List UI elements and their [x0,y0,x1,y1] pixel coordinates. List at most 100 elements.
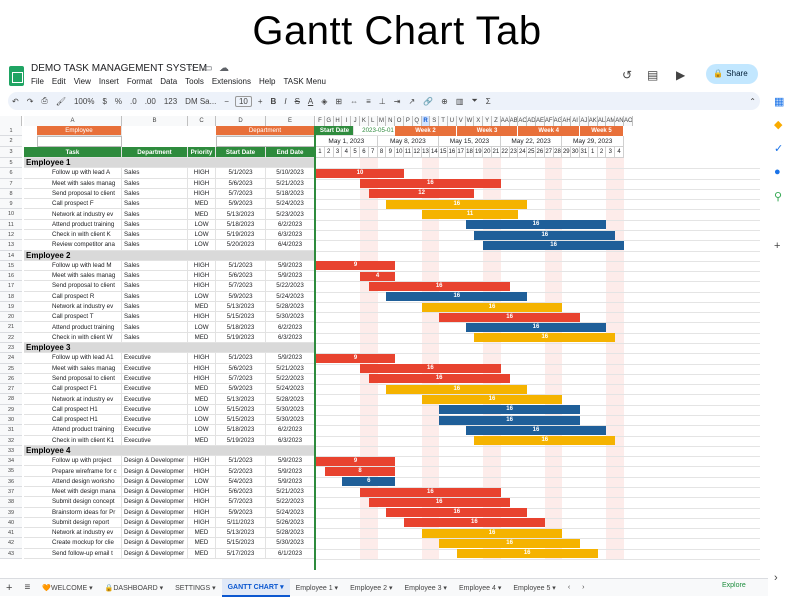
start-date-cell[interactable]: 5/13/2023 [216,301,266,313]
task-cell[interactable]: Call prospect H1 [24,415,122,426]
gantt-bar[interactable]: 16 [439,312,580,322]
priority-cell[interactable]: HIGH [188,353,216,364]
column-header-x[interactable]: X [474,116,484,126]
gantt-bar[interactable]: 10 [316,168,404,178]
task-cell[interactable]: Check in with client K1 [24,435,122,446]
row-header[interactable]: 40 [0,517,22,529]
task-cell[interactable]: Call prospect T [24,312,122,323]
row-header[interactable]: 10 [0,209,22,220]
row-header[interactable]: 42 [0,538,22,549]
task-cell[interactable]: Network at industry ev [24,528,122,539]
scroll-left-icon[interactable]: ‹ [567,584,571,591]
sheet-tab-employee-3[interactable]: Employee 3 ▾ [404,584,447,592]
priority-col-header[interactable]: Priority [188,147,216,158]
end-date-cell[interactable]: 6/3/2023 [266,332,315,344]
merge-icon[interactable]: ⇔ [350,96,359,106]
end-date-cell[interactable]: 5/22/2023 [266,281,315,292]
task-cell[interactable]: Network at industry ev [24,301,122,313]
contacts-icon[interactable]: ● [774,166,781,178]
column-header-ah[interactable]: AH [562,116,572,126]
task-cell[interactable]: Call prospect F [24,199,122,210]
functions-icon[interactable]: Σ [485,96,491,106]
start-date-cell[interactable]: 5/6/2023 [216,486,266,498]
task-cell[interactable]: Attend design worksho [24,476,122,487]
column-header-q[interactable]: Q [412,116,422,126]
comment-add-icon[interactable]: ⊕ [441,96,448,106]
department-cell[interactable]: Design & Developmer [122,466,188,477]
department-cell[interactable]: Sales [122,312,188,323]
start-date-cell[interactable]: 5/9/2023 [216,199,266,210]
priority-cell[interactable]: LOW [188,415,216,426]
column-header-an[interactable]: AN [615,116,624,126]
column-header-ao[interactable]: AO [624,116,633,126]
increase-decimal-button[interactable]: .00 [144,96,156,106]
department-cell[interactable]: Sales [122,199,188,210]
gantt-bar[interactable]: 16 [456,549,598,559]
priority-cell[interactable]: HIGH [188,517,216,529]
row-header[interactable]: 3 [0,147,22,158]
gantt-bar[interactable]: 16 [386,292,528,302]
end-date-cell[interactable]: 5/26/2023 [266,517,315,529]
priority-cell[interactable]: HIGH [188,507,216,518]
start-date-cell[interactable]: 5/7/2023 [216,188,266,200]
department-cell[interactable]: Sales [122,219,188,230]
add-addon-icon[interactable]: + [774,240,781,252]
end-date-cell[interactable]: 5/24/2023 [266,384,315,395]
gantt-bar[interactable]: 16 [465,220,607,230]
priority-cell[interactable]: MED [188,384,216,395]
task-cell[interactable]: Network at industry ev [24,394,122,405]
sheet-tab-gantt-chart[interactable]: GANTT CHART ▾ [221,578,290,597]
column-header-ac[interactable]: AC [518,116,528,126]
all-sheets-icon[interactable]: ≡ [24,582,31,593]
task-cell[interactable]: Create mockup for clie [24,538,122,549]
row-header[interactable]: 2 [0,136,22,147]
end-date-cell[interactable]: 5/22/2023 [266,497,315,508]
end-date-cell[interactable]: 5/30/2023 [266,404,315,415]
menu-file[interactable]: File [31,77,44,86]
row-header[interactable]: 19 [0,301,22,313]
department-cell[interactable]: Sales [122,332,188,344]
expand-panel-icon[interactable]: › [774,572,778,584]
department-cell[interactable]: Sales [122,322,188,333]
meet-icon[interactable]: ▶ [676,68,686,82]
bold-button[interactable]: B [270,96,277,106]
row-header[interactable]: 30 [0,415,22,426]
row-header[interactable]: 35 [0,466,22,477]
row-header[interactable]: 32 [0,435,22,446]
column-header-f[interactable]: F [316,116,325,126]
gantt-bar[interactable]: 16 [368,497,510,507]
priority-cell[interactable]: HIGH [188,188,216,200]
column-header-c[interactable]: C [188,116,216,126]
task-cell[interactable]: Send proposal to client [24,281,122,292]
row-header[interactable]: 26 [0,373,22,385]
department-cell[interactable]: Executive [122,435,188,446]
department-cell[interactable]: Design & Developmer [122,507,188,518]
priority-cell[interactable]: LOW [188,291,216,302]
task-cell[interactable]: Follow up with project [24,456,122,467]
task-cell[interactable]: Network at industry ev [24,209,122,220]
gantt-bar[interactable]: 16 [386,384,528,394]
row-header[interactable]: 24 [0,353,22,364]
row-header[interactable]: 22 [0,332,22,344]
sheet-tab-welcome[interactable]: 🧡WELCOME ▾ [42,584,93,592]
column-header-j[interactable]: J [351,116,360,126]
rotate-icon[interactable]: ↗ [408,96,416,106]
department-cell[interactable]: Design & Developmer [122,528,188,539]
tasks-icon[interactable]: ✓ [774,143,784,155]
row-header[interactable]: 11 [0,219,22,230]
link-icon[interactable]: 🔗 [423,96,434,106]
priority-cell[interactable]: LOW [188,425,216,436]
filter-icon[interactable]: ⏷ [471,96,478,105]
column-header-i[interactable]: I [342,116,352,126]
menu-help[interactable]: Help [258,77,276,86]
gantt-bar[interactable]: 16 [439,415,580,425]
column-header-n[interactable]: N [386,116,396,126]
priority-cell[interactable]: HIGH [188,281,216,292]
end-date-cell[interactable]: 6/2/2023 [266,322,315,333]
end-date-cell[interactable]: 5/9/2023 [266,476,315,487]
start-date-cell[interactable]: 5/6/2023 [216,178,266,189]
column-header-am[interactable]: AM [606,116,616,126]
end-date-cell[interactable]: 6/3/2023 [266,229,315,241]
percent-button[interactable]: % [114,96,123,106]
start-date-cell[interactable]: 5/6/2023 [216,271,266,282]
